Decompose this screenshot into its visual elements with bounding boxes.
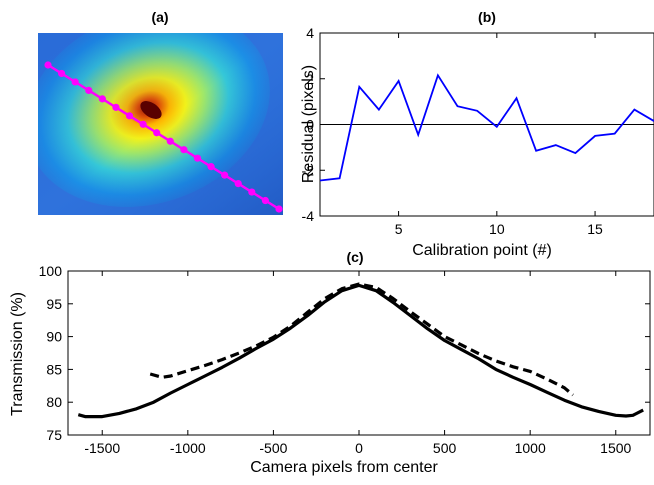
calibration-point <box>71 78 79 86</box>
y-tick-label: 4 <box>306 25 314 41</box>
panel-c-xlabel: Camera pixels from center <box>250 459 438 476</box>
y-tick-label: 90 <box>46 329 62 345</box>
panel-b-ylabel: Residual (pixels) <box>300 65 317 183</box>
x-tick-label: 500 <box>433 440 457 456</box>
calibration-point <box>85 86 93 95</box>
panel-c: (c) -1500 -1000 -500 0 500 1000 1500 100 95 90 85 8… <box>9 249 651 476</box>
y-tick-label: -2 <box>302 162 315 178</box>
calibration-point <box>166 137 174 145</box>
calibration-point <box>180 146 188 154</box>
panel-a: (a) <box>38 9 283 215</box>
panel-c-ylabel: Transmission (%) <box>9 292 26 416</box>
panel-b-title: (b) <box>478 9 496 25</box>
calibration-point <box>125 112 134 120</box>
y-tick-label: 100 <box>39 263 63 279</box>
calibration-point <box>221 171 229 179</box>
y-tick-label: 80 <box>46 394 62 410</box>
calibration-point <box>207 163 215 171</box>
x-tick-label: 15 <box>587 221 603 237</box>
camera-image-hotspot <box>140 101 162 119</box>
transmission-series-dashed <box>149 282 575 397</box>
x-tick-label: -1500 <box>84 440 120 456</box>
y-tick-label: 2 <box>306 71 314 87</box>
calibration-point <box>153 129 161 137</box>
x-tick-label: 0 <box>355 440 363 456</box>
x-tick-label: 1500 <box>600 440 631 456</box>
y-tick-label: 75 <box>46 427 62 443</box>
y-tick-label: 95 <box>46 296 62 312</box>
calibration-point <box>275 205 283 213</box>
calibration-point <box>112 103 120 111</box>
x-tick-label: -500 <box>259 440 287 456</box>
calibration-point <box>98 95 106 103</box>
calibration-point <box>139 120 147 128</box>
y-tick-label: -4 <box>302 208 315 224</box>
panel-c-title: (c) <box>346 249 363 265</box>
x-tick-label: 10 <box>489 221 505 237</box>
x-tick-label: 5 <box>395 221 403 237</box>
calibration-point <box>248 188 256 196</box>
panel-a-title: (a) <box>151 9 168 25</box>
residual-series <box>320 73 654 182</box>
x-tick-label: 1000 <box>515 440 546 456</box>
y-tick-label: 0 <box>306 117 314 133</box>
calibration-point <box>261 196 270 205</box>
y-tick-label: 85 <box>46 361 62 377</box>
panel-c-frame <box>67 270 651 436</box>
calibration-point <box>234 179 242 188</box>
x-tick-label: -1000 <box>170 440 206 456</box>
calibration-point <box>44 61 52 69</box>
panel-b: (b) 5 10 15 4 2 0 -2 -4 Calibration point (#) R… <box>300 9 654 259</box>
calibration-point <box>57 69 66 78</box>
panel-b-xlabel: Calibration point (#) <box>412 242 552 259</box>
transmission-series-solid <box>77 283 644 419</box>
calibration-point <box>193 154 202 162</box>
